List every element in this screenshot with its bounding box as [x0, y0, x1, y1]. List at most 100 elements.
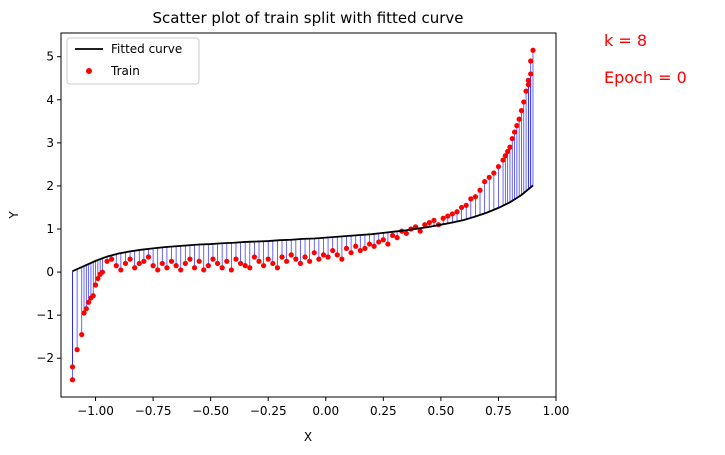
x-axis-ticks: −1.00 −0.75 −0.50 −0.25 0.00 0.25 0.50 0.75 1.00: [77, 397, 569, 418]
train-point: [334, 252, 340, 258]
k-annotation: k = 8: [604, 31, 647, 50]
train-point: [69, 364, 76, 370]
train-point: [196, 258, 202, 264]
legend-label-fitted-curve: Fitted curve: [111, 42, 182, 56]
y-tick-label: −1: [36, 308, 54, 322]
train-point: [477, 187, 483, 193]
x-tick-label: 1.00: [543, 404, 570, 418]
train-point: [362, 245, 368, 251]
y-axis-label: Y: [7, 211, 21, 220]
train-point: [339, 256, 345, 262]
train-point: [279, 254, 285, 260]
train-point: [507, 144, 513, 150]
train-point: [422, 222, 428, 228]
train-point: [495, 163, 502, 170]
y-axis-ticks: −2 −1 0 1 2 3 4 5: [36, 50, 61, 365]
train-point: [265, 256, 271, 262]
train-point: [74, 347, 80, 353]
train-point: [83, 306, 89, 312]
train-point: [353, 243, 359, 249]
train-point: [205, 263, 211, 269]
train-point: [518, 107, 525, 114]
train-point: [182, 260, 188, 267]
train-point: [237, 260, 244, 267]
train-point: [376, 239, 382, 245]
train-point: [431, 217, 437, 223]
train-point: [79, 331, 85, 338]
train-point: [99, 269, 106, 275]
fitted-curve-line: [72, 184, 534, 273]
train-point: [482, 179, 488, 185]
train-point: [500, 157, 506, 163]
train-point: [417, 228, 423, 234]
x-tick-label: 0.00: [312, 404, 339, 418]
train-point: [228, 267, 234, 273]
train-point: [528, 71, 534, 77]
train-point: [371, 243, 377, 249]
train-point: [159, 260, 165, 267]
train-point: [403, 230, 409, 236]
train-point: [168, 258, 175, 264]
train-point: [491, 170, 497, 176]
train-point: [426, 219, 432, 226]
train-point: [440, 215, 446, 221]
train-point: [311, 250, 317, 256]
train-point: [463, 202, 469, 208]
train-point: [224, 258, 230, 264]
x-tick-label: −0.75: [135, 404, 172, 418]
train-point: [127, 256, 133, 262]
train-point: [118, 267, 124, 273]
train-point: [256, 258, 262, 264]
train-point: [320, 252, 327, 258]
train-point: [150, 263, 156, 269]
train-point: [523, 88, 529, 94]
train-point: [511, 129, 518, 135]
fitted-curve-group: [72, 184, 534, 273]
residual-lines: [72, 50, 534, 380]
train-point: [90, 293, 96, 299]
legend: Fitted curve Train: [66, 37, 200, 85]
train-point: [104, 258, 110, 264]
y-tick-label: 5: [46, 50, 54, 64]
train-point: [445, 213, 451, 219]
train-point: [521, 99, 527, 105]
x-tick-label: 0.25: [370, 404, 397, 418]
train-point: [449, 211, 455, 217]
train-point: [297, 260, 304, 267]
train-point: [502, 153, 508, 159]
train-point: [284, 258, 290, 264]
x-tick-label: −1.00: [77, 404, 114, 418]
train-point: [136, 260, 142, 267]
train-point: [509, 135, 515, 142]
train-point: [307, 258, 313, 264]
train-point: [366, 241, 373, 247]
train-point: [113, 263, 119, 269]
train-point: [164, 265, 170, 271]
train-points: [69, 47, 536, 383]
y-tick-label: 0: [46, 265, 54, 279]
train-point: [468, 196, 474, 202]
y-tick-label: 3: [46, 136, 54, 150]
train-point: [330, 247, 336, 254]
x-tick-label: −0.25: [250, 404, 287, 418]
train-point: [191, 265, 198, 271]
train-point: [459, 204, 465, 211]
train-point: [132, 265, 138, 271]
train-point: [343, 245, 350, 251]
train-point: [261, 263, 267, 269]
train-point: [173, 263, 179, 269]
train-point: [394, 235, 400, 241]
train-point: [92, 282, 99, 288]
train-point: [145, 254, 152, 260]
train-point: [274, 265, 281, 271]
train-point: [187, 256, 193, 262]
train-point: [389, 232, 396, 239]
train-point: [109, 256, 115, 262]
train-point: [155, 267, 161, 273]
x-tick-label: −0.50: [192, 404, 229, 418]
train-point: [514, 123, 520, 129]
train-point: [201, 267, 207, 273]
epoch-annotation: Epoch = 0: [604, 68, 687, 87]
train-point: [516, 116, 522, 122]
train-point: [81, 310, 87, 316]
